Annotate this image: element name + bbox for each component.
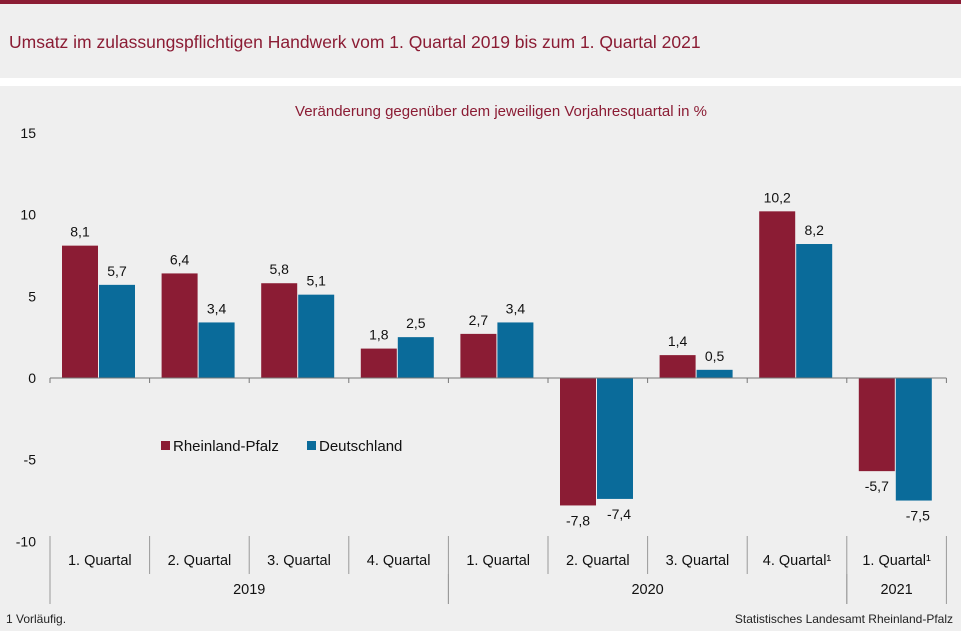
data-label: -7,4	[607, 506, 631, 522]
category-label: 2. Quartal	[566, 553, 630, 569]
y-tick-label: -10	[16, 533, 36, 549]
bar-rheinland-pfalz	[62, 245, 98, 378]
y-tick-label: 5	[28, 288, 36, 304]
category-label: 1. Quartal	[68, 553, 132, 569]
bar-chart: Veränderung gegenüber dem jeweiligen Vor…	[16, 103, 947, 604]
page-title: Umsatz im zulassungspflichtigen Handwerk…	[9, 32, 701, 52]
data-label: 10,2	[764, 189, 791, 205]
category-label: 4. Quartal¹	[763, 553, 832, 569]
bar-rheinland-pfalz	[858, 378, 895, 472]
data-label: 5,7	[107, 263, 127, 279]
bar-rheinland-pfalz	[659, 355, 696, 378]
bar-rheinland-pfalz	[360, 348, 397, 378]
data-label: 8,1	[70, 224, 90, 240]
data-label: 5,1	[306, 273, 326, 289]
year-label: 2021	[880, 582, 912, 598]
chart-panel: Veränderung gegenüber dem jeweiligen Vor…	[0, 86, 961, 631]
data-label: 3,4	[207, 300, 227, 316]
chart-subtitle: Veränderung gegenüber dem jeweiligen Vor…	[295, 103, 707, 120]
data-label: 3,4	[506, 300, 526, 316]
y-tick-label: 0	[28, 370, 36, 386]
data-label: -7,5	[906, 508, 930, 524]
bar-deutschland	[895, 378, 932, 501]
category-label: 4. Quartal	[367, 553, 431, 569]
y-tick-label: 10	[20, 207, 36, 223]
legend: Rheinland-Pfalz Deutschland	[161, 438, 402, 455]
year-label: 2019	[233, 582, 265, 598]
bar-deutschland	[99, 284, 135, 378]
header: Umsatz im zulassungspflichtigen Handwerk…	[0, 4, 961, 78]
bar-deutschland	[497, 322, 534, 378]
bar-deutschland	[796, 244, 833, 378]
data-label: 0,5	[705, 348, 725, 364]
y-tick-label: -5	[24, 452, 37, 468]
bar-deutschland	[298, 294, 335, 378]
data-label: 8,2	[804, 222, 824, 238]
bar-rheinland-pfalz	[460, 333, 497, 378]
legend-swatch-deutschland	[307, 441, 316, 450]
bar-rheinland-pfalz	[759, 211, 796, 378]
data-label: 2,7	[469, 312, 489, 328]
bar-deutschland	[597, 378, 633, 499]
category-label: 3. Quartal	[267, 553, 331, 569]
value-labels: 8,1 5,7 6,4 3,4 5,8 5,1 1,8 2,5 2,7 3,4 -7,8 -7,4 1,…	[70, 189, 930, 528]
category-label: 1. Quartal	[466, 553, 530, 569]
data-label: 6,4	[170, 251, 190, 267]
y-tick-label: 15	[20, 125, 36, 141]
legend-label: Rheinland-Pfalz	[173, 438, 279, 455]
footnote: 1 Vorläufig.	[6, 612, 67, 626]
bars	[62, 211, 932, 506]
legend-swatch-rheinland-pfalz	[161, 441, 170, 450]
bar-rheinland-pfalz	[261, 283, 298, 378]
category-label: 1. Quartal¹	[862, 553, 931, 569]
data-label: 1,8	[369, 327, 389, 343]
y-axis: 15 10 5 0 -5 -10	[16, 125, 36, 550]
bar-rheinland-pfalz	[560, 378, 596, 506]
data-label: -5,7	[865, 478, 889, 494]
x-axis: 1. Quartal 2. Quartal 3. Quartal 4. Quartal…	[49, 377, 947, 604]
legend-label: Deutschland	[319, 438, 402, 455]
data-label: -7,8	[566, 512, 590, 528]
data-label: 2,5	[406, 315, 426, 331]
bar-deutschland	[198, 322, 235, 378]
data-label: 5,8	[269, 261, 289, 277]
top-rule	[0, 0, 961, 4]
data-label: 1,4	[668, 333, 688, 349]
source-credit: Statistisches Landesamt Rheinland-Pfalz	[734, 612, 953, 626]
bar-deutschland	[696, 369, 733, 378]
year-label: 2020	[631, 582, 663, 598]
category-label: 2. Quartal	[168, 553, 232, 569]
bar-deutschland	[397, 337, 434, 378]
bar-rheinland-pfalz	[161, 273, 198, 378]
category-label: 3. Quartal	[666, 553, 730, 569]
